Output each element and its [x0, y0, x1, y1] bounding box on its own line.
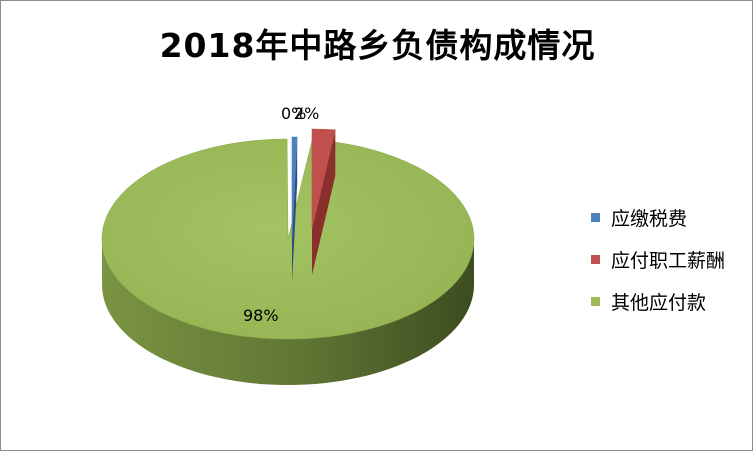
legend-swatch-icon	[591, 213, 600, 222]
pie-slice-side-1	[312, 129, 336, 275]
legend-swatch-icon	[591, 297, 600, 306]
pie-slice-other	[101, 138, 475, 340]
legend-label: 应付职工薪酬	[611, 250, 726, 272]
legend-swatch-icon	[591, 255, 600, 264]
chart-title: 2018年中路乡负债构成情况	[159, 26, 596, 65]
legend-label: 应缴税费	[611, 208, 688, 230]
pie-slice-side-other	[102, 239, 474, 385]
pie-slice-tax	[291, 136, 298, 238]
pie-slice-salary	[311, 128, 336, 230]
data-label-1: 2%	[294, 104, 319, 123]
data-label-2: 98%	[243, 306, 279, 325]
pie-slice-side-0	[292, 137, 298, 283]
legend-label: 其他应付款	[611, 292, 707, 314]
data-label-0: 0%	[281, 104, 306, 123]
